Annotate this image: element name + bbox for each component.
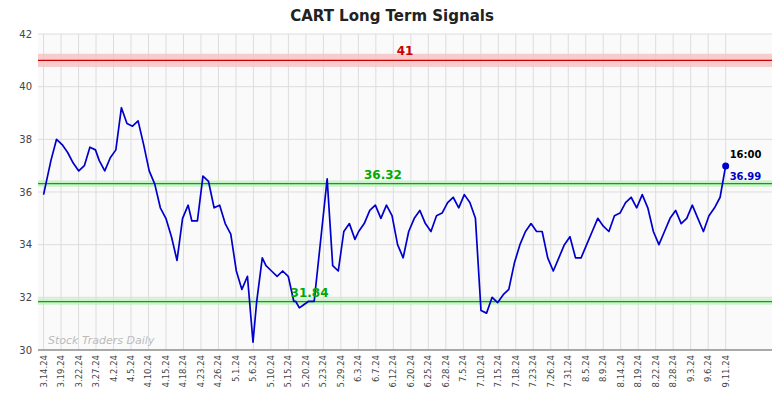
x-tick-label: 7.26.24 — [546, 355, 556, 387]
x-tick-label: 6.25.24 — [423, 355, 433, 387]
x-tick-label: 8.19.24 — [633, 355, 643, 387]
x-tick-label: 6.3.24 — [353, 355, 363, 382]
x-tick-label: 3.19.24 — [56, 355, 66, 387]
y-tick-label: 34 — [19, 239, 32, 250]
x-tick-label: 7.15.24 — [493, 355, 503, 387]
x-axis-line — [38, 349, 772, 350]
y-tick-label: 32 — [19, 292, 32, 303]
last-point-annotation: 16:00 — [730, 149, 762, 160]
level-line — [38, 60, 772, 61]
level-label: 31.84 — [291, 286, 329, 300]
x-tick-label: 3.27.24 — [91, 355, 101, 387]
x-tick-label: 5.15.24 — [283, 355, 293, 387]
y-tick-label: 36 — [19, 187, 32, 198]
x-tick-label: 8.22.24 — [651, 355, 661, 387]
price-line — [44, 108, 726, 342]
last-point-marker — [722, 162, 729, 169]
x-tick-label: 4.10.24 — [143, 355, 153, 387]
x-tick-label: 6.20.24 — [406, 355, 416, 387]
x-tick-label: 7.31.24 — [563, 355, 573, 387]
x-tick-label: 4.18.24 — [178, 355, 188, 387]
x-tick-label: 9.11.24 — [721, 355, 731, 387]
y-tick-label: 40 — [19, 81, 32, 92]
x-tick-label: 7.10.24 — [476, 355, 486, 387]
x-tick-label: 4.23.24 — [196, 355, 206, 387]
level-band — [38, 298, 772, 304]
x-tick-label: 5.1.24 — [231, 355, 241, 382]
x-tick-label: 3.14.24 — [39, 355, 49, 387]
level-label: 36.32 — [364, 168, 402, 182]
chart: CART Long Term Signals 30 32 34 36 38 40 42 3.14… — [0, 0, 784, 398]
level-line — [38, 183, 772, 184]
plot-background — [38, 34, 772, 350]
level-band — [38, 180, 772, 186]
level-line — [38, 301, 772, 302]
x-tick-label: 4.26.24 — [213, 355, 223, 387]
x-tick-label: 4.5.24 — [126, 355, 136, 382]
x-tick-label: 8.14.24 — [616, 355, 626, 387]
level-label: 41 — [397, 44, 414, 58]
y-tick-label: 42 — [19, 29, 32, 40]
x-tick-label: 3.22.24 — [74, 355, 84, 387]
x-tick-label: 7.5.24 — [458, 355, 468, 382]
x-tick-label: 8.5.24 — [581, 355, 591, 382]
x-tick-label: 5.10.24 — [266, 355, 276, 387]
title: CART Long Term Signals — [290, 7, 494, 25]
grid — [38, 34, 772, 350]
x-tick-label: 5.23.24 — [318, 355, 328, 387]
x-tick-label: 7.23.24 — [528, 355, 538, 387]
x-tick-label: 5.29.24 — [336, 355, 346, 387]
x-tick-label: 9.6.24 — [703, 355, 713, 382]
last-point-annotation: 36.99 — [730, 171, 762, 182]
x-tick-label: 8.28.24 — [668, 355, 678, 387]
watermark: Stock Traders Daily — [48, 334, 155, 347]
x-tick-label: 5.20.24 — [301, 355, 311, 387]
x-tick-label: 6.28.24 — [441, 355, 451, 387]
x-tick-label: 4.15.24 — [161, 355, 171, 387]
y-tick-label: 38 — [19, 134, 32, 145]
y-tick-label: 30 — [19, 345, 32, 356]
x-tick-label: 5.6.24 — [248, 355, 258, 382]
x-tick-label: 6.12.24 — [388, 355, 398, 387]
x-tick-label: 9.3.24 — [686, 355, 696, 382]
x-tick-label: 4.2.24 — [109, 355, 119, 382]
x-tick-label: 6.7.24 — [371, 355, 381, 382]
plot-area — [38, 54, 772, 342]
x-tick-label: 7.18.24 — [511, 355, 521, 387]
y-grid-line — [38, 350, 772, 351]
x-tick-label: 8.9.24 — [598, 355, 608, 382]
